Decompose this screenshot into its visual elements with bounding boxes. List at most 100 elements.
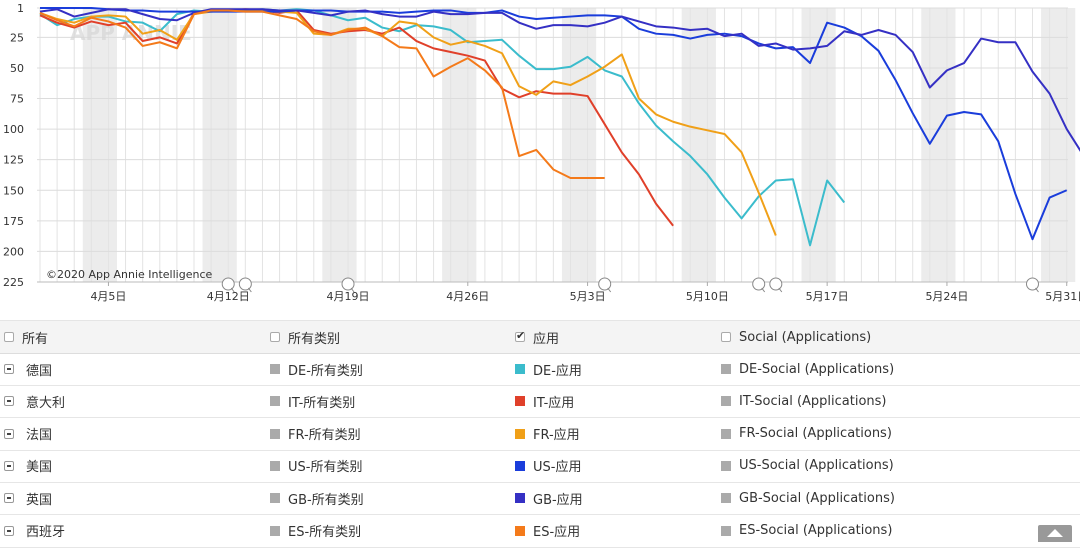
- collapse-icon[interactable]: [4, 396, 14, 407]
- series-line: [39, 8, 1080, 152]
- country-label: 法国: [26, 428, 53, 444]
- country-toggle[interactable]: 西班牙: [4, 515, 65, 547]
- filter-social-label: Social (Applications): [739, 329, 872, 345]
- collapse-icon[interactable]: [4, 428, 14, 439]
- country-toggle[interactable]: 英国: [4, 482, 52, 514]
- country-toggle[interactable]: 法国: [4, 418, 52, 450]
- annotation-marker-icon: [238, 277, 252, 291]
- y-tick-label: 225: [3, 276, 24, 289]
- series-social[interactable]: US-Social (Applications): [721, 450, 894, 482]
- swatch-icon: [721, 364, 731, 374]
- series-social[interactable]: ES-Social (Applications): [721, 515, 892, 547]
- x-tick-label: 4月26日: [446, 290, 489, 303]
- annotation-marker-tail: [350, 287, 355, 293]
- series-all-label: ES-所有类别: [288, 525, 362, 540]
- filter-applications[interactable]: 应用: [515, 321, 559, 353]
- legend-row: 法国 FR-所有类别 FR-应用 FR-Social (Applications…: [0, 418, 1080, 451]
- collapse-icon[interactable]: [4, 364, 14, 374]
- filter-all-label: 所有: [22, 331, 49, 347]
- country-label: 德国: [26, 363, 53, 379]
- filter-all-categories[interactable]: 所有类别: [270, 321, 340, 353]
- checkbox-applications[interactable]: [515, 329, 525, 342]
- series-applications[interactable]: FR-应用: [515, 418, 580, 450]
- series-all-categories[interactable]: DE-所有类别: [270, 353, 363, 385]
- series-applications[interactable]: IT-应用: [515, 385, 574, 417]
- series-all-categories[interactable]: GB-所有类别: [270, 482, 364, 514]
- filter-all-categories-label: 所有类别: [288, 331, 341, 347]
- x-tick-label: 5月24日: [925, 290, 968, 303]
- collapse-icon[interactable]: [4, 460, 14, 471]
- annotation-marker-icon: [341, 277, 355, 291]
- series-line: [39, 8, 846, 247]
- series-all-label: GB-所有类别: [288, 492, 364, 508]
- weekend-band: [681, 8, 716, 282]
- series-all-categories[interactable]: US-所有类别: [270, 450, 362, 482]
- series-app-label: GB-应用: [533, 492, 583, 508]
- checkbox-social[interactable]: [721, 332, 731, 342]
- swatch-icon: [721, 525, 731, 536]
- series-app-label: ES-应用: [533, 525, 581, 540]
- series-applications[interactable]: GB-应用: [515, 482, 583, 514]
- filter-social[interactable]: Social (Applications): [721, 321, 871, 353]
- swatch-icon: [515, 493, 525, 504]
- x-tick-label: 5月31日: [1045, 290, 1080, 303]
- swatch-icon: [515, 364, 525, 374]
- filter-all[interactable]: 所有: [4, 321, 48, 353]
- y-tick-label: 75: [10, 93, 24, 106]
- swatch-icon: [270, 525, 280, 536]
- series-social-label: US-Social (Applications): [739, 458, 894, 474]
- country-toggle[interactable]: 意大利: [4, 385, 65, 417]
- series-line: [39, 8, 674, 227]
- swatch-icon: [270, 460, 280, 471]
- weekend-band: [561, 8, 597, 282]
- annotation-marker-icon: [1025, 277, 1039, 291]
- y-tick-label: 100: [3, 123, 24, 136]
- series-app-label: IT-应用: [533, 395, 575, 411]
- collapse-icon[interactable]: [4, 493, 14, 504]
- country-label: 西班牙: [26, 525, 66, 540]
- series-applications[interactable]: DE-应用: [515, 353, 582, 385]
- series-all-categories[interactable]: IT-所有类别: [270, 385, 355, 417]
- annotation-marker-tail: [607, 287, 612, 293]
- scroll-to-top-button[interactable]: [1038, 525, 1072, 542]
- series-social-label: FR-Social (Applications): [739, 426, 892, 442]
- legend-row: 西班牙 ES-所有类别 ES-应用 ES-Social (Application…: [0, 515, 1080, 548]
- series-social[interactable]: DE-Social (Applications): [721, 353, 894, 385]
- series-all-categories[interactable]: FR-所有类别: [270, 418, 361, 450]
- series-app-label: DE-应用: [533, 363, 582, 379]
- checkbox-all[interactable]: [4, 332, 14, 342]
- annotation-marker-icon: [752, 277, 766, 291]
- series-social[interactable]: IT-Social (Applications): [721, 385, 887, 417]
- swatch-icon: [270, 396, 280, 407]
- annotation-marker-tail: [778, 287, 783, 293]
- legend-row: 德国 DE-所有类别 DE-应用 DE-Social (Applications…: [0, 353, 1080, 386]
- x-tick-label: 4月12日: [207, 290, 250, 303]
- series-applications[interactable]: US-应用: [515, 450, 581, 482]
- y-tick-label: 1: [17, 2, 24, 15]
- series-applications[interactable]: ES-应用: [515, 515, 580, 547]
- annotation-marker-icon: [221, 277, 235, 291]
- swatch-icon: [721, 460, 731, 471]
- x-tick-label: 4月19日: [327, 290, 370, 303]
- country-toggle[interactable]: 美国: [4, 450, 52, 482]
- series-social[interactable]: GB-Social (Applications): [721, 482, 895, 514]
- weekend-band: [921, 8, 956, 282]
- series-all-categories[interactable]: ES-所有类别: [270, 515, 361, 547]
- swatch-icon: [721, 493, 731, 504]
- annotation-marker-icon: [598, 277, 612, 291]
- series-line: [39, 9, 605, 180]
- country-label: 英国: [26, 492, 53, 508]
- x-tick-label: 5月17日: [806, 290, 849, 303]
- series-all-label: FR-所有类别: [288, 428, 361, 444]
- country-toggle[interactable]: 德国: [4, 353, 52, 385]
- swatch-icon: [270, 428, 280, 439]
- checkbox-all-categories[interactable]: [270, 332, 280, 342]
- series-social-label: IT-Social (Applications): [739, 393, 887, 409]
- y-tick-label: 125: [3, 154, 24, 167]
- weekend-band: [322, 8, 357, 282]
- series-app-label: FR-应用: [533, 428, 580, 444]
- collapse-icon[interactable]: [4, 525, 14, 536]
- swatch-icon: [270, 364, 280, 374]
- series-social[interactable]: FR-Social (Applications): [721, 418, 892, 450]
